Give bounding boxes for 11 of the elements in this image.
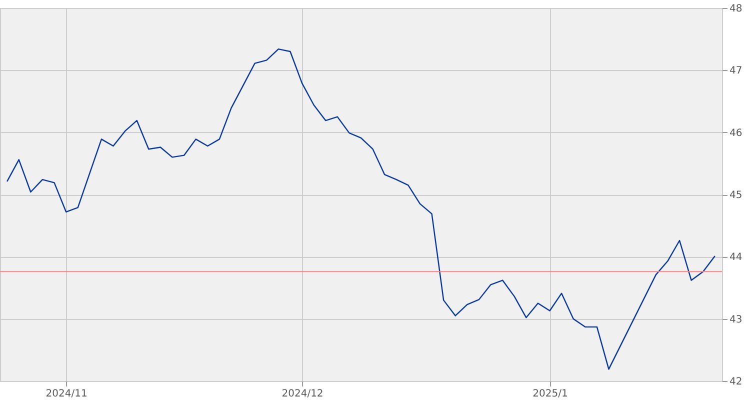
y-tick-label: 45: [730, 190, 742, 201]
x-tick-label: 2025/1: [532, 388, 568, 400]
y-tick-label: 43: [730, 314, 742, 326]
y-tick-label: 48: [730, 4, 742, 14]
y-tick-label: 42: [730, 376, 742, 388]
y-tick-label: 46: [730, 128, 742, 139]
line-series: [6, 48, 716, 370]
x-tick-label: 2024/11: [46, 388, 88, 400]
y-tick-label: 47: [730, 66, 742, 77]
y-tick-label: 44: [730, 252, 742, 264]
x-tick-label: 2024/12: [282, 388, 324, 400]
